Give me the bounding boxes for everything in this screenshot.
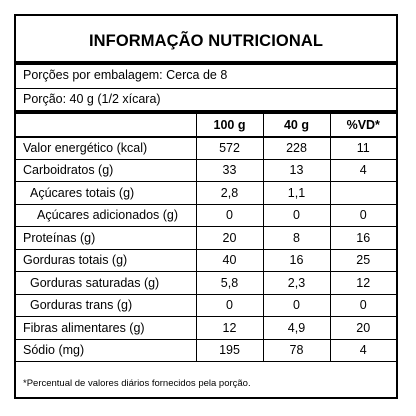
table-row: Açúcares adicionados (g) 0 0 0: [16, 204, 396, 227]
value-vd: 25: [329, 249, 396, 272]
servings-per-package: Porções por embalagem: Cerca de 8: [23, 68, 228, 82]
table-row: Gorduras saturadas (g) 5,8 2,3 12: [16, 271, 396, 295]
value-100g: 12: [195, 316, 263, 340]
value-40g: 78: [262, 339, 330, 362]
value-100g: 20: [195, 226, 263, 250]
header-40g: 40 g: [262, 114, 330, 138]
nutrient-name: Gorduras totais (g): [16, 249, 196, 272]
serving-size: Porção: 40 g (1/2 xícara): [23, 92, 161, 106]
value-40g: 13: [262, 159, 330, 182]
value-40g: 2,3: [262, 271, 330, 295]
table-row: Proteínas (g) 20 8 16: [16, 226, 396, 250]
value-100g: 40: [195, 249, 263, 272]
nutrient-name: Carboidratos (g): [16, 159, 196, 182]
nutrient-name: Valor energético (kcal): [16, 136, 196, 160]
nutrient-name: Gorduras trans (g): [16, 294, 196, 317]
header-vd: %VD*: [329, 114, 396, 138]
value-vd: 12: [329, 271, 396, 295]
value-100g: 5,8: [195, 271, 263, 295]
nutrient-name: Gorduras saturadas (g): [16, 271, 196, 295]
footnote: *Percentual de valores diários fornecido…: [23, 378, 251, 389]
value-100g: 33: [195, 159, 263, 182]
value-100g: 572: [195, 136, 263, 160]
value-40g: 1,1: [262, 181, 330, 205]
value-40g: 0: [262, 204, 330, 227]
value-vd: 11: [329, 136, 396, 160]
table-row: Gorduras trans (g) 0 0 0: [16, 294, 396, 317]
nutrition-table: 100 g 40 g %VD* Valor energético (kcal) 5…: [16, 114, 396, 362]
value-vd: 0: [329, 204, 396, 227]
nutrient-name: Açúcares totais (g): [16, 181, 196, 205]
table-row: Carboidratos (g) 33 13 4: [16, 159, 396, 182]
value-40g: 4,9: [262, 316, 330, 340]
table-row: Açúcares totais (g) 2,8 1,1: [16, 181, 396, 205]
value-100g: 2,8: [195, 181, 263, 205]
panel-title: INFORMAÇÃO NUTRICIONAL: [88, 32, 324, 50]
value-vd: 16: [329, 226, 396, 250]
value-100g: 0: [195, 204, 263, 227]
nutrition-facts-panel: INFORMAÇÃO NUTRICIONAL Porções por embal…: [14, 14, 398, 399]
value-vd: [329, 181, 396, 205]
value-vd: 4: [329, 339, 396, 362]
value-40g: 0: [262, 294, 330, 317]
header-blank: [16, 114, 196, 138]
servings-divider: [16, 88, 396, 89]
value-40g: 16: [262, 249, 330, 272]
header-100g: 100 g: [195, 114, 263, 138]
table-row: Valor energético (kcal) 572 228 11: [16, 136, 396, 160]
nutrient-name: Açúcares adicionados (g): [16, 204, 196, 227]
value-vd: 4: [329, 159, 396, 182]
nutrient-name: Sódio (mg): [16, 339, 196, 362]
table-row: Sódio (mg) 195 78 4: [16, 339, 396, 362]
value-vd: 0: [329, 294, 396, 317]
nutrient-name: Fibras alimentares (g): [16, 316, 196, 340]
table-row: Fibras alimentares (g) 12 4,9 20: [16, 316, 396, 340]
nutrient-name: Proteínas (g): [16, 226, 196, 250]
value-40g: 228: [262, 136, 330, 160]
table-header-row: 100 g 40 g %VD*: [16, 114, 396, 138]
serving-divider: [16, 110, 396, 114]
title-divider: [16, 61, 396, 65]
value-40g: 8: [262, 226, 330, 250]
value-100g: 195: [195, 339, 263, 362]
value-vd: 20: [329, 316, 396, 340]
table-row: Gorduras totais (g) 40 16 25: [16, 249, 396, 272]
value-100g: 0: [195, 294, 263, 317]
